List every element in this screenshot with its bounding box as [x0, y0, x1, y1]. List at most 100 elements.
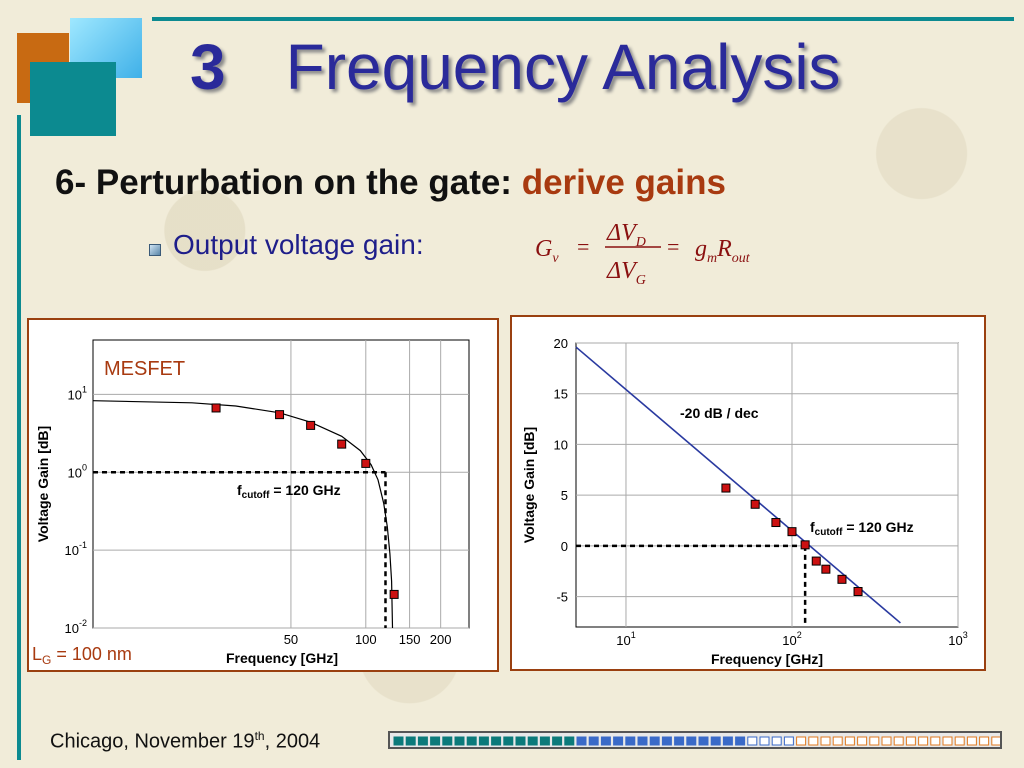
progress-cell [820, 736, 831, 746]
data-point [787, 527, 797, 537]
footer-date-main: Chicago, November 19 [50, 730, 255, 753]
chart-bode-gain: 101 102 103 20 15 10 5 0 -5 -20 dB / dec fcutoff =… [521, 336, 968, 667]
progress-cell [686, 736, 697, 746]
gain-curve [92, 400, 394, 629]
progress-cell [417, 736, 428, 746]
svg-text:=: = [577, 234, 589, 259]
data-point [337, 439, 347, 449]
progress-cell [979, 736, 990, 746]
progress-cell [552, 736, 563, 746]
eq-num-sub: D [635, 235, 646, 250]
gate-length-note: LG = 100 nm [32, 644, 132, 667]
slide-progress-bar [388, 731, 1002, 749]
progress-cell [832, 736, 843, 746]
progress-cell [674, 736, 685, 746]
x-tick-label: 102 [782, 630, 801, 648]
eq-rhs2-sub: out [732, 251, 751, 266]
x-axis-label: Frequency [GHz] [226, 650, 338, 666]
progress-cell [698, 736, 709, 746]
progress-cell [808, 736, 819, 746]
eq-den: ΔV [606, 258, 638, 284]
x-tick-label: 101 [616, 630, 635, 648]
bullet-square-icon [149, 244, 161, 256]
y-tick-label: 15 [554, 387, 568, 402]
eq-lhs-sub: v [552, 251, 559, 266]
data-point [800, 540, 810, 550]
plot-area [92, 339, 470, 629]
svg-text:gmRout: gmRout [695, 236, 751, 266]
y-tick-label: 100 [68, 462, 87, 480]
svg-text:ΔVD: ΔVD [606, 220, 646, 250]
progress-cell [649, 736, 660, 746]
y-axis-label: Voltage Gain [dB] [521, 427, 537, 543]
progress-cell [430, 736, 441, 746]
chart-label-mesfet: MESFET [104, 358, 185, 380]
title-text: Frequency Analysis [285, 31, 841, 103]
progress-cell [564, 736, 575, 746]
cutoff-label: fcutoff = 120 GHz [237, 482, 341, 501]
progress-cell [942, 736, 953, 746]
y-tick-label: 10-2 [65, 618, 87, 636]
chart-panel-bode: 101 102 103 20 15 10 5 0 -5 -20 dB / dec fcutoff =… [510, 315, 986, 671]
cutoff-label: fcutoff = 120 GHz [810, 519, 914, 538]
decor-square-teal [30, 62, 116, 136]
side-rule [17, 115, 21, 760]
data-point [721, 483, 731, 493]
x-tick-label: 200 [430, 632, 452, 647]
progress-cell [869, 736, 880, 746]
progress-cell [857, 736, 868, 746]
x-tick-label: 50 [284, 632, 298, 647]
progress-cell [918, 736, 929, 746]
progress-cell [405, 736, 416, 746]
y-tick-label: 0 [561, 539, 568, 554]
y-tick-label: 10 [554, 437, 568, 452]
eq-rhs1: g [695, 236, 707, 262]
progress-cell [881, 736, 892, 746]
progress-cell [588, 736, 599, 746]
footer-date-sup: th [254, 729, 265, 743]
y-tick-label: 5 [561, 488, 568, 503]
title-number: 3 [190, 31, 226, 103]
progress-cell [576, 736, 587, 746]
data-point [750, 499, 760, 509]
progress-cell [905, 736, 916, 746]
progress-cell [393, 736, 404, 746]
subtitle-highlight: derive gains [521, 163, 726, 202]
gain-equation: Gv = ΔVD ΔV G = gmRout [535, 220, 751, 288]
progress-cell [954, 736, 965, 746]
x-tick-label: 150 [399, 632, 421, 647]
subtitle-main: 6- Perturbation on the gate: [55, 163, 522, 202]
data-point [211, 403, 221, 413]
progress-cell [539, 736, 550, 746]
bullet-text: Output voltage gain: [173, 229, 424, 260]
progress-cell [844, 736, 855, 746]
progress-cell [527, 736, 538, 746]
progress-cell [710, 736, 721, 746]
progress-cell [966, 736, 977, 746]
progress-cell [759, 736, 770, 746]
progress-cell [503, 736, 514, 746]
data-point [275, 410, 285, 420]
svg-text:=: = [667, 234, 679, 259]
plot-area [575, 342, 959, 628]
chart-panel-mesfet: 50 100 150 200 101 100 10-1 10-2 MESFET fcutoff =… [27, 318, 499, 672]
progress-cell [735, 736, 746, 746]
progress-cell [747, 736, 758, 746]
progress-cell [515, 736, 526, 746]
y-tick-label: 10-1 [65, 540, 87, 558]
progress-cell [991, 736, 1000, 746]
eq-rhs2: R [716, 236, 732, 262]
svg-text:Gv: Gv [535, 236, 559, 266]
y-tick-label: 20 [554, 336, 568, 351]
progress-cell [625, 736, 636, 746]
progress-cell [783, 736, 794, 746]
y-tick-label: -5 [556, 590, 568, 605]
eq-lhs: G [535, 236, 552, 262]
progress-cell [613, 736, 624, 746]
x-tick-label: 103 [948, 630, 967, 648]
progress-cell [637, 736, 648, 746]
progress-cell [661, 736, 672, 746]
eq-rhs1-sub: m [707, 251, 717, 266]
slide-subtitle: 6- Perturbation on the gate: derive gain… [55, 163, 726, 203]
footer-date-year: , 2004 [264, 730, 321, 753]
